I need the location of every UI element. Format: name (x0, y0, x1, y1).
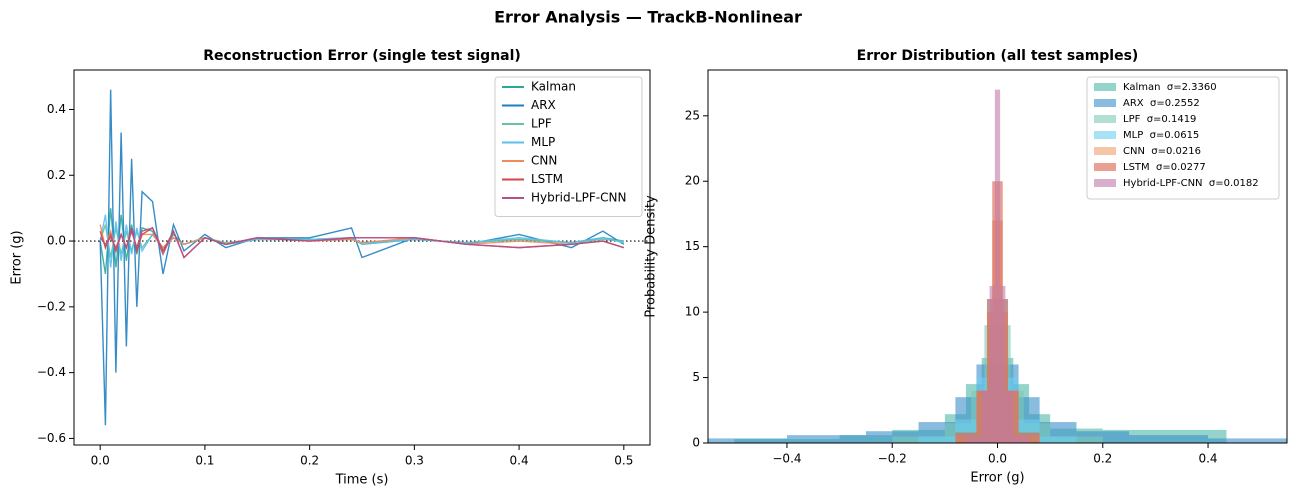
legend-box (1086, 76, 1280, 200)
y-tick-label: 0 (692, 436, 700, 450)
x-tick-label: 0.3 (405, 454, 424, 468)
chart-title: Error Distribution (all test samples) (857, 48, 1139, 64)
x-axis-label: Time (s) (335, 473, 389, 488)
histogram-bar (997, 89, 1001, 443)
legend-swatch (1094, 83, 1116, 91)
histogram-bar (981, 390, 990, 443)
y-tick-label: 25 (685, 108, 700, 122)
x-tick-label: 0.0 (91, 454, 110, 468)
histogram-bar (1000, 285, 1006, 443)
legend-swatch (1094, 147, 1116, 155)
histogram-bar (989, 285, 995, 443)
y-tick-label: −0.6 (37, 431, 66, 445)
y-tick-label: 0.0 (47, 234, 66, 248)
legend-label: MLP σ=0.0615 (1123, 130, 1199, 141)
legend-label: Hybrid-LPF-CNN σ=0.0182 (1123, 178, 1259, 189)
x-tick-label: 0.2 (1093, 452, 1112, 466)
legend-label: LPF (531, 117, 552, 131)
x-tick-label: 0.5 (614, 454, 633, 468)
y-tick-label: −0.4 (37, 365, 66, 379)
legend-label: CNN σ=0.0216 (1123, 146, 1201, 157)
series-line (99, 227, 625, 259)
chart-title: Reconstruction Error (single test signal… (203, 48, 521, 64)
y-tick-label: 10 (685, 305, 700, 319)
x-tick-label: 0.1 (195, 454, 214, 468)
histogram-bar (708, 438, 787, 443)
axes-frame (707, 69, 1288, 444)
histogram-bar (1005, 390, 1014, 443)
legend-label: ARX (531, 98, 556, 112)
histogram-bar (986, 299, 993, 443)
y-tick-label: 15 (685, 239, 700, 253)
x-tick-label: −0.2 (878, 452, 907, 466)
x-tick-label: 0.0 (988, 452, 1007, 466)
y-axis-label: Probability Density (644, 195, 659, 318)
legend-swatch (1094, 131, 1116, 139)
histogram-bar (918, 436, 956, 443)
histogram-bar (1208, 438, 1287, 443)
legend-label: LSTM σ=0.0277 (1123, 162, 1206, 173)
legend-box (494, 76, 643, 217)
figure-title: Error Analysis — TrackB-Nonlinear (494, 8, 802, 27)
histogram-bar (994, 89, 998, 443)
plot-area (708, 89, 1287, 443)
legend-label: CNN (531, 154, 557, 168)
legend-label: Hybrid-LPF-CNN (531, 191, 626, 205)
x-tick-label: 0.4 (1198, 452, 1217, 466)
axes-frame (73, 69, 651, 446)
y-tick-label: 5 (692, 370, 700, 384)
legend-label: Kalman σ=2.3360 (1123, 82, 1217, 93)
x-axis-label: Error (g) (970, 471, 1024, 486)
y-tick-label: 0.4 (47, 102, 66, 116)
histogram-bar (1013, 436, 1030, 443)
histogram-bar (1129, 435, 1209, 443)
legend-swatch (1094, 99, 1116, 107)
legend-label: MLP (531, 135, 555, 149)
histogram-bar (965, 436, 982, 443)
x-tick-label: −0.4 (772, 452, 801, 466)
x-tick-label: 0.4 (510, 454, 529, 468)
legend-swatch (1094, 115, 1116, 123)
histogram-bar (1039, 436, 1077, 443)
histogram-bar (786, 435, 866, 443)
legend-swatch (1094, 163, 1116, 171)
x-tick-label: 0.2 (300, 454, 319, 468)
legend-swatch (1094, 179, 1116, 187)
legend-label: ARX σ=0.2552 (1123, 98, 1200, 109)
plot-area (74, 89, 650, 426)
legend-label: Kalman (531, 80, 576, 94)
y-tick-label: 0.2 (47, 168, 66, 182)
y-axis-label: Error (g) (10, 230, 25, 284)
y-tick-label: 20 (685, 174, 700, 188)
legend-label: LSTM (531, 172, 563, 186)
y-tick-label: −0.2 (37, 299, 66, 313)
legend-label: LPF σ=0.1419 (1123, 114, 1196, 125)
